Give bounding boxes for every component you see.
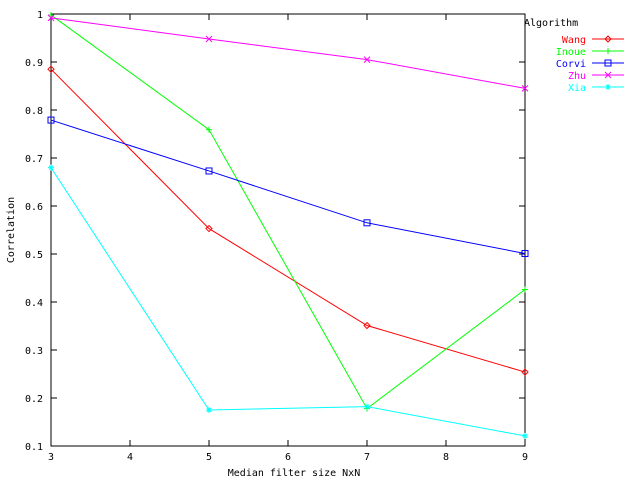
data-point-zhu-b [363, 56, 371, 63]
data-point-wang [47, 65, 55, 73]
legend-marker-xia [605, 84, 611, 90]
data-point-corvi [47, 116, 55, 124]
y-tick-label: 0.7 [25, 154, 43, 165]
legend-entry-wang: Wang [562, 35, 624, 46]
data-point-xia [48, 164, 54, 171]
x-tick-label: 9 [522, 452, 528, 463]
data-point-zhu [521, 85, 529, 92]
y-tick-label: 0.2 [25, 394, 43, 405]
x-tick-label: 6 [285, 452, 291, 463]
data-point-zhu-b [205, 35, 213, 43]
series-corvi [47, 116, 529, 258]
tick-labels: 3 4 5 6 7 8 9 0.1 0.2 0.3 0.4 0.5 0.6 0.7 0.8 0.9 1 [25, 10, 528, 463]
data-point-corvi [205, 167, 213, 175]
data-point-xia-b [364, 404, 370, 409]
legend-entry-corvi: Corvi [556, 59, 624, 70]
plot-frame [50, 13, 526, 447]
y-tick-label: 0.6 [25, 202, 43, 213]
y-tick-label: 0.8 [25, 106, 43, 117]
series-inoue [48, 11, 528, 412]
axes [50, 13, 526, 447]
y-tick-label: 0.9 [25, 58, 43, 69]
legend-title: Algorithm [524, 18, 578, 29]
series-line-wang [50, 68, 526, 373]
series-line-inoue [50, 14, 526, 410]
series-line-corvi [50, 119, 526, 255]
legend-marker-wang [604, 35, 612, 43]
legend-entry-zhu: Zhu [568, 71, 624, 82]
x-tick-label: 5 [206, 452, 212, 463]
legend-marker-corvi [604, 59, 612, 67]
data-point-zhu-b [47, 14, 55, 22]
legend-marker-zhu [604, 71, 612, 79]
y-tick-label: 0.5 [25, 250, 43, 261]
series-line-xia [50, 167, 526, 437]
legend-label-wang: Wang [562, 35, 586, 46]
data-point-xia-b [522, 433, 528, 439]
x-tick-label: 7 [364, 452, 370, 463]
series-line-zhu [50, 17, 526, 89]
legend-entry-xia: Xia [568, 83, 624, 94]
legend-marker-zhu-b [604, 71, 612, 79]
data-point-xia [206, 407, 212, 413]
legend-marker-xia-b [605, 84, 611, 90]
series-wang [47, 65, 529, 376]
y-tick-label: 0.4 [25, 298, 43, 309]
series-zhu [47, 14, 529, 92]
data-point-wang [205, 224, 213, 233]
y-tick-label: 0.3 [25, 346, 43, 357]
data-point-xia-b [206, 407, 212, 413]
legend-label-xia: Xia [568, 83, 586, 94]
legend-label-corvi: Corvi [556, 59, 586, 70]
x-tick-label: 4 [127, 452, 133, 463]
legend-marker-inoue [605, 48, 611, 54]
series-lines [47, 11, 529, 439]
data-point-xia-b [48, 165, 54, 170]
data-point-corvi [363, 219, 371, 227]
data-point-inoue [48, 11, 54, 18]
data-point-wang [521, 368, 529, 376]
data-point-xia [364, 403, 370, 410]
data-point-corvi [521, 250, 529, 258]
legend-entry-inoue: Inoue [556, 47, 624, 58]
data-point-xia [522, 432, 528, 439]
legend-label-zhu: Zhu [568, 71, 586, 82]
y-tick-label: 1 [37, 10, 43, 21]
legend-label-inoue: Inoue [556, 47, 586, 58]
data-point-wang [363, 321, 371, 330]
data-point-zhu [47, 14, 55, 22]
x-tick-label: 8 [443, 452, 449, 463]
data-point-zhu [205, 35, 213, 43]
y-axis-label: Correlation [6, 197, 17, 263]
data-point-inoue [522, 286, 528, 293]
data-point-zhu-b [521, 85, 529, 92]
y-tick-label: 0.1 [25, 442, 43, 453]
x-tick-label: 3 [48, 452, 54, 463]
series-xia [48, 164, 528, 439]
data-point-inoue [206, 126, 212, 133]
data-point-zhu [363, 56, 371, 63]
x-axis-label: Median filter size NxN [228, 468, 360, 479]
